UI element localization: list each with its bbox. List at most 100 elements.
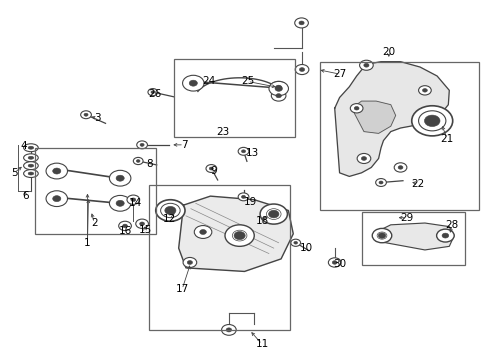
Circle shape xyxy=(148,89,158,96)
Bar xyxy=(361,212,464,265)
Circle shape xyxy=(225,328,231,332)
Bar xyxy=(320,62,478,211)
Circle shape xyxy=(116,200,124,206)
Circle shape xyxy=(274,86,282,91)
Circle shape xyxy=(238,193,248,201)
Text: 3: 3 xyxy=(94,113,101,123)
Circle shape xyxy=(375,179,386,186)
Circle shape xyxy=(422,89,427,92)
Bar xyxy=(173,59,294,137)
Circle shape xyxy=(328,258,340,267)
Text: 1: 1 xyxy=(84,238,91,248)
Polygon shape xyxy=(334,62,448,176)
Text: 14: 14 xyxy=(128,198,142,208)
Circle shape xyxy=(299,68,304,71)
Circle shape xyxy=(397,166,402,169)
Text: 29: 29 xyxy=(399,213,412,222)
Ellipse shape xyxy=(28,172,34,175)
Text: 23: 23 xyxy=(216,127,229,136)
Ellipse shape xyxy=(23,162,38,170)
Ellipse shape xyxy=(28,146,34,149)
Text: 30: 30 xyxy=(333,259,346,269)
Circle shape xyxy=(221,324,236,335)
Text: 11: 11 xyxy=(255,339,268,349)
Circle shape xyxy=(376,232,386,239)
Circle shape xyxy=(53,195,61,202)
Text: 26: 26 xyxy=(148,89,161,99)
Text: 7: 7 xyxy=(181,140,187,150)
Polygon shape xyxy=(375,223,453,250)
Circle shape xyxy=(236,234,242,238)
Text: 19: 19 xyxy=(243,197,257,207)
Ellipse shape xyxy=(28,156,34,159)
Circle shape xyxy=(109,195,131,211)
Circle shape xyxy=(332,261,336,264)
Circle shape xyxy=(359,60,372,70)
Circle shape xyxy=(140,222,144,225)
Text: 12: 12 xyxy=(163,215,176,224)
Text: 6: 6 xyxy=(22,191,28,201)
Circle shape xyxy=(294,18,308,28)
Circle shape xyxy=(199,230,206,234)
Circle shape xyxy=(241,195,245,198)
Circle shape xyxy=(116,175,124,181)
Text: 16: 16 xyxy=(119,226,132,236)
Circle shape xyxy=(270,212,276,216)
Circle shape xyxy=(271,90,285,101)
Circle shape xyxy=(295,64,308,75)
Circle shape xyxy=(238,147,248,155)
Circle shape xyxy=(119,221,131,230)
Text: 15: 15 xyxy=(138,225,151,235)
Circle shape xyxy=(266,209,281,220)
Circle shape xyxy=(290,239,300,246)
Circle shape xyxy=(260,204,287,224)
Text: 21: 21 xyxy=(440,134,453,144)
Circle shape xyxy=(436,229,453,242)
Circle shape xyxy=(293,242,297,244)
Circle shape xyxy=(166,208,174,213)
Circle shape xyxy=(441,233,448,238)
Circle shape xyxy=(426,117,437,125)
Circle shape xyxy=(268,81,288,96)
Circle shape xyxy=(275,94,281,98)
Circle shape xyxy=(209,167,213,170)
Polygon shape xyxy=(178,196,293,271)
Circle shape xyxy=(133,157,143,165)
Circle shape xyxy=(194,226,211,238)
Text: 9: 9 xyxy=(209,166,216,176)
Text: 5: 5 xyxy=(11,168,18,178)
Circle shape xyxy=(361,157,366,161)
Text: 17: 17 xyxy=(175,284,188,294)
Text: 10: 10 xyxy=(299,243,312,253)
Circle shape xyxy=(160,203,180,218)
Circle shape xyxy=(136,159,140,162)
Circle shape xyxy=(371,228,391,243)
Circle shape xyxy=(109,170,131,186)
Circle shape xyxy=(205,165,216,172)
Text: 24: 24 xyxy=(202,76,215,86)
Circle shape xyxy=(393,163,406,172)
Circle shape xyxy=(151,91,154,94)
Circle shape xyxy=(136,219,148,228)
Polygon shape xyxy=(351,101,395,134)
Circle shape xyxy=(378,233,385,238)
Circle shape xyxy=(46,191,67,207)
Circle shape xyxy=(379,234,383,237)
Circle shape xyxy=(187,261,192,264)
Bar xyxy=(149,185,289,329)
Text: 4: 4 xyxy=(21,141,27,151)
Ellipse shape xyxy=(28,164,34,167)
Circle shape xyxy=(84,113,88,116)
Circle shape xyxy=(356,153,370,163)
Circle shape xyxy=(241,150,245,153)
Circle shape xyxy=(46,163,67,179)
Circle shape xyxy=(164,206,176,215)
Circle shape xyxy=(353,107,358,110)
Text: 8: 8 xyxy=(146,159,153,169)
Circle shape xyxy=(418,86,430,95)
Circle shape xyxy=(275,85,281,90)
Text: 28: 28 xyxy=(445,220,458,230)
Circle shape xyxy=(224,225,254,246)
Circle shape xyxy=(424,115,439,127)
Circle shape xyxy=(122,224,127,228)
